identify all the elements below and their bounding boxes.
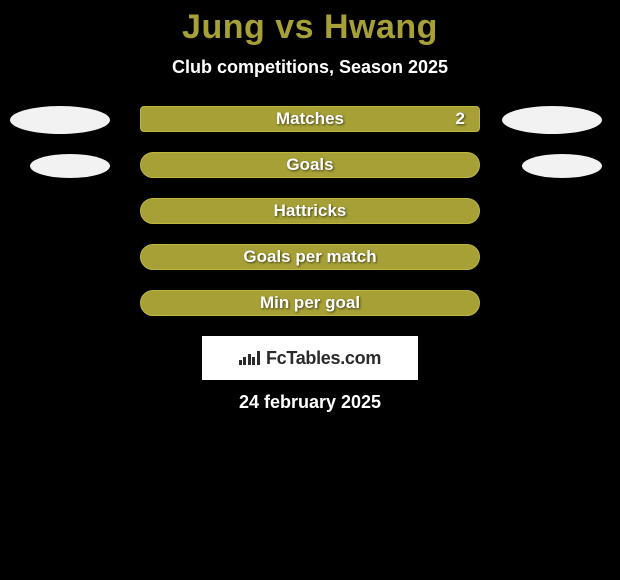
right-ellipse [502, 106, 602, 134]
left-ellipse [10, 106, 110, 134]
subtitle: Club competitions, Season 2025 [0, 57, 620, 78]
stat-label: Matches [276, 109, 344, 129]
stat-pill: Goals per match [140, 244, 480, 270]
logo-text: FcTables.com [266, 348, 381, 369]
player-b-name: Hwang [324, 8, 438, 46]
logo-box[interactable]: FcTables.com [202, 336, 418, 380]
stat-label: Goals per match [243, 247, 376, 267]
stat-row: Goals per match [0, 244, 620, 272]
stat-label: Hattricks [274, 201, 347, 221]
stat-pill: Min per goal [140, 290, 480, 316]
stat-row: Matches 2 [0, 106, 620, 134]
stat-label: Goals [286, 155, 333, 175]
left-ellipse [30, 154, 110, 178]
chart-icon [239, 351, 260, 365]
comparison-card: Jung vs Hwang Club competitions, Season … [0, 0, 620, 580]
stat-value-right: 2 [456, 109, 465, 129]
stat-row: Goals [0, 152, 620, 180]
title-vs: vs [275, 8, 314, 46]
stat-row: Hattricks [0, 198, 620, 226]
player-a-name: Jung [182, 8, 265, 46]
fctables-logo: FcTables.com [239, 348, 381, 369]
date: 24 february 2025 [0, 392, 620, 413]
stat-row: Min per goal [0, 290, 620, 318]
stat-label: Min per goal [260, 293, 360, 313]
stat-pill: Matches 2 [140, 106, 480, 132]
right-ellipse [522, 154, 602, 178]
stat-pill: Hattricks [140, 198, 480, 224]
stat-pill: Goals [140, 152, 480, 178]
stat-rows: Matches 2 Goals Hattricks Goals per matc… [0, 106, 620, 318]
title: Jung vs Hwang [0, 8, 620, 47]
